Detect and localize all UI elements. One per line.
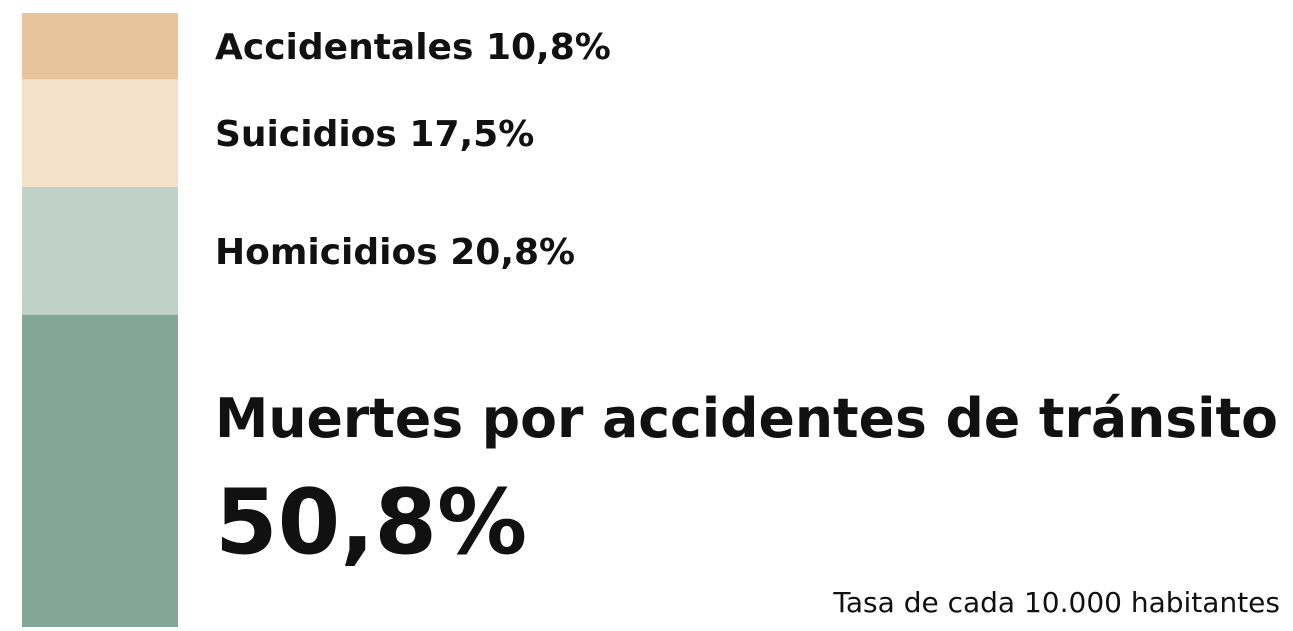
bar-segment [22,79,178,187]
value-label: 10,8% [486,27,611,68]
note: Tasa de cada 10.000 habitantes [832,586,1280,619]
segment-label: Accidentales 10,8% [215,27,611,68]
series-name: Accidentales [215,27,473,68]
segment-label: Suicidios 17,5% [215,114,534,155]
value-label: 50,8% [215,470,527,575]
bar-segment [22,13,178,80]
series-name: Homicidios [215,232,438,273]
value-label: 17,5% [409,114,534,155]
bar-segment [22,314,178,627]
series-name: Suicidios [215,114,397,155]
segment-label: Homicidios 20,8% [215,232,575,273]
value-label: 20,8% [450,232,575,273]
series-name: Muertes por accidentes de tránsito [215,387,1278,450]
bar-segment [22,186,178,315]
